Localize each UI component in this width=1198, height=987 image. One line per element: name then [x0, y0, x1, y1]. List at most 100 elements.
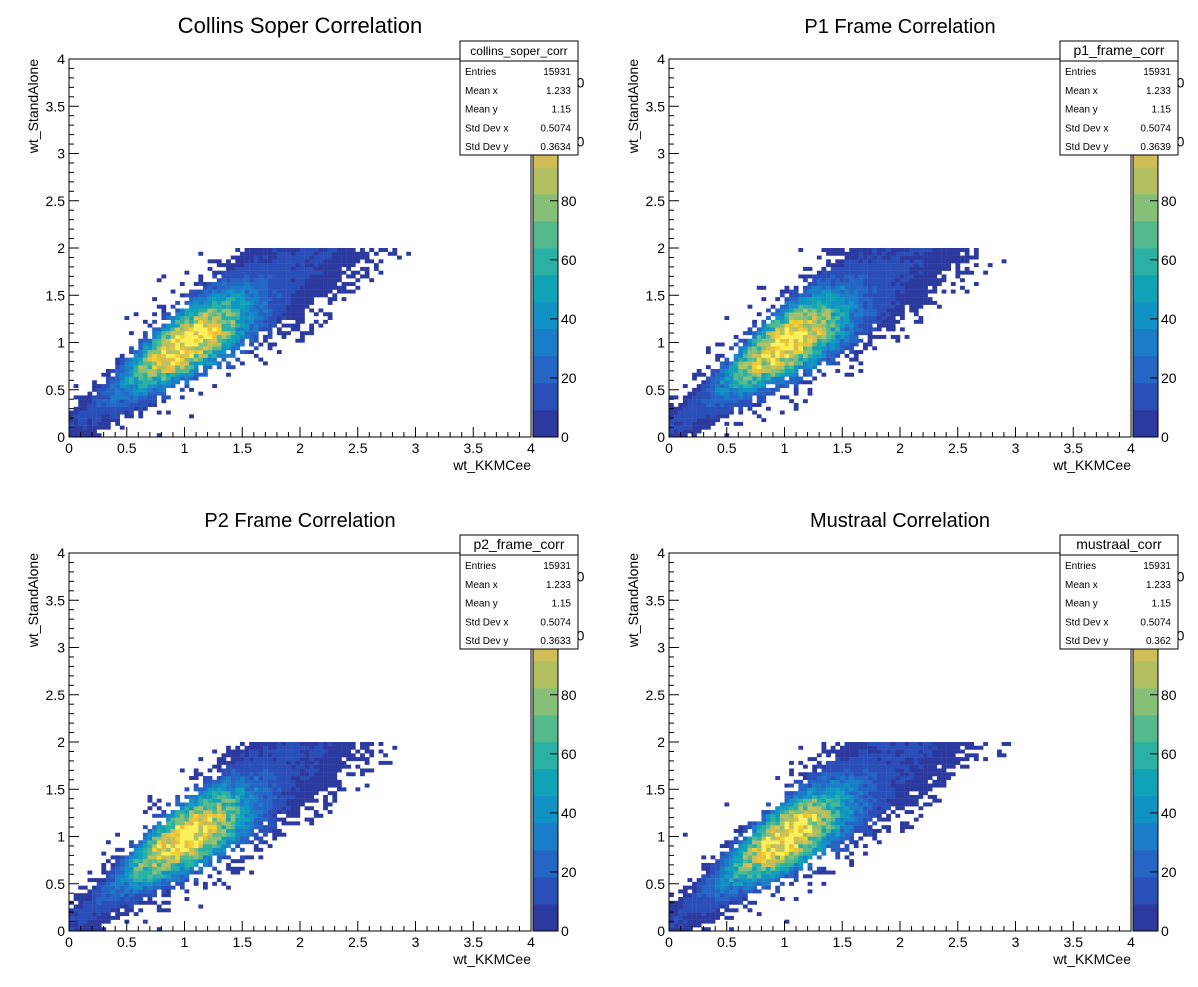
heatmap-cell	[742, 391, 748, 396]
heatmap-cell	[156, 874, 162, 879]
heatmap-cell	[779, 410, 785, 415]
heatmap-cell	[152, 844, 157, 849]
heatmap-cell	[756, 395, 762, 400]
heatmap-cell	[835, 368, 841, 373]
heatmap-cell	[858, 270, 864, 275]
heatmap-cell	[733, 859, 739, 864]
heatmap-cell	[73, 418, 79, 423]
heatmap-cell	[156, 361, 162, 366]
heatmap-cell	[830, 285, 836, 290]
heatmap-cell	[253, 757, 259, 762]
heatmap-cell	[752, 844, 757, 849]
heatmap-cell	[226, 862, 231, 867]
heatmap-cell	[147, 855, 153, 860]
heatmap-cell	[816, 300, 822, 305]
heatmap-cell	[789, 813, 794, 818]
color-scale-label: 80	[561, 193, 577, 209]
heatmap-cell	[784, 285, 790, 290]
heatmap-cell	[802, 308, 808, 313]
heatmap-cell	[779, 813, 785, 818]
x-axis-label: wt_KKMCee	[452, 951, 531, 967]
heatmap-cell	[715, 402, 721, 407]
heatmap-cell	[253, 791, 259, 796]
heatmap-cell	[853, 278, 859, 283]
heatmap-cell	[235, 282, 241, 286]
heatmap-cell	[821, 300, 827, 305]
heatmap-cell	[775, 334, 781, 339]
heatmap-cell	[701, 402, 707, 407]
heatmap-cell	[830, 263, 836, 268]
heatmap-cell	[793, 338, 799, 343]
heatmap-cell	[876, 304, 882, 309]
heatmap-cell	[927, 251, 933, 256]
heatmap-cell	[789, 840, 794, 845]
heatmap-cell	[789, 791, 794, 796]
heatmap-cell	[802, 289, 808, 294]
heatmap-cell	[286, 304, 291, 309]
heatmap-cell	[747, 353, 753, 358]
heatmap-cell	[835, 312, 841, 317]
heatmap-cell	[752, 338, 757, 343]
heatmap-cell	[904, 300, 910, 305]
heatmap-cell	[156, 391, 162, 396]
heatmap-cell	[221, 323, 227, 328]
heatmap-cell	[272, 342, 278, 347]
heatmap-cell	[705, 866, 711, 871]
heatmap-cell	[904, 278, 910, 283]
heatmap-cell	[923, 289, 928, 294]
heatmap-cell	[161, 810, 167, 815]
heatmap-cell	[258, 745, 264, 750]
heatmap-cell	[221, 282, 227, 286]
heatmap-cell	[729, 840, 734, 845]
heatmap-cell	[253, 331, 259, 336]
heatmap-cell	[830, 821, 836, 826]
heatmap-cell	[802, 794, 808, 799]
heatmap-cell	[715, 368, 721, 373]
heatmap-cell	[263, 817, 268, 822]
heatmap-cell	[239, 791, 245, 796]
heatmap-cell	[300, 794, 305, 799]
heatmap-cell	[258, 285, 264, 290]
heatmap-cell	[101, 421, 107, 426]
heatmap-cell	[890, 323, 896, 328]
heatmap-cell	[336, 779, 342, 784]
heatmap-cell	[812, 361, 818, 366]
heatmap-cell	[789, 308, 794, 313]
heatmap-cell	[853, 316, 859, 321]
heatmap-cell	[863, 266, 868, 271]
heatmap-cell	[290, 749, 296, 754]
heatmap-cell	[249, 802, 254, 807]
heatmap-cell	[184, 312, 190, 317]
heatmap-cell	[263, 798, 268, 803]
heatmap-cell	[715, 889, 721, 894]
heatmap-cell	[705, 915, 711, 920]
heatmap-cell	[179, 327, 185, 332]
heatmap-cell	[133, 402, 139, 407]
heatmap-cell	[687, 896, 693, 901]
heatmap-cell	[886, 285, 891, 290]
heatmap-cell	[193, 825, 199, 830]
heatmap-cell	[332, 282, 338, 286]
heatmap-cell	[738, 350, 744, 355]
heatmap-cell	[198, 810, 204, 815]
heatmap-cell	[742, 847, 748, 852]
heatmap-cell	[724, 900, 730, 905]
heatmap-cell	[701, 878, 707, 883]
heatmap-cell	[235, 327, 241, 332]
heatmap-cell	[175, 327, 181, 332]
heatmap-cell	[826, 753, 831, 758]
heatmap-cell	[784, 342, 790, 347]
heatmap-cell	[779, 312, 785, 317]
heatmap-cell	[300, 760, 305, 765]
heatmap-cell	[747, 368, 753, 373]
heatmap-cell	[747, 870, 753, 875]
heatmap-cell	[198, 251, 204, 256]
heatmap-cell	[858, 368, 864, 373]
heatmap-cell	[775, 878, 781, 883]
heatmap-cell	[115, 384, 121, 389]
heatmap-cell	[258, 327, 264, 332]
heatmap-cell	[798, 825, 804, 830]
heatmap-cell	[789, 806, 794, 811]
heatmap-cell	[244, 297, 250, 302]
